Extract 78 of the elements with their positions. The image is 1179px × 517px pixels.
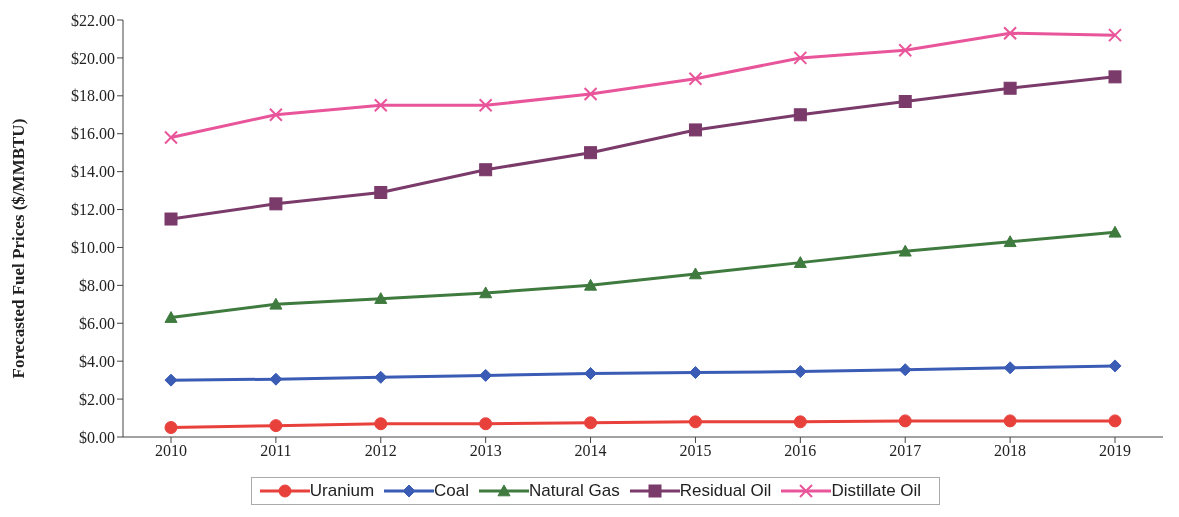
point [898, 43, 913, 58]
point [164, 373, 178, 387]
y-tick-label: $16.00 [71, 125, 115, 143]
legend-label: Natural Gas [529, 481, 620, 501]
x-tick-label: 2012 [364, 442, 397, 460]
point [1108, 70, 1122, 84]
x-tick-label: 2013 [469, 442, 502, 460]
point [688, 366, 702, 380]
point [583, 86, 598, 101]
point [373, 98, 388, 113]
point [688, 123, 702, 137]
point [688, 267, 702, 280]
y-tick-label: $22.00 [71, 11, 115, 29]
point [584, 146, 598, 160]
legend-label: Distillate Oil [831, 481, 922, 501]
legend-label: Residual Oil [679, 481, 772, 501]
y-tick-label: $6.00 [79, 314, 115, 332]
x-tick-label: 2016 [784, 442, 817, 460]
y-tick-label: $0.00 [79, 428, 115, 446]
point [164, 212, 178, 226]
point [584, 367, 598, 380]
point [584, 278, 598, 291]
point [688, 71, 703, 86]
point [268, 107, 283, 122]
y-tick-label: $4.00 [79, 352, 115, 370]
point [1003, 235, 1017, 248]
point [269, 419, 283, 433]
x-tick-label: 2010 [155, 442, 187, 460]
point [1108, 28, 1122, 43]
x-tick-label: 2015 [679, 442, 712, 460]
legend-label: Coal [434, 481, 470, 501]
x-tick-label: 2017 [889, 442, 922, 460]
y-tick-label: $2.00 [79, 390, 115, 408]
x-tick-label: 2019 [1099, 442, 1131, 460]
point [898, 414, 912, 428]
point [898, 363, 912, 377]
point [479, 368, 493, 382]
point [1003, 81, 1017, 95]
legend-label: Uranium [309, 481, 375, 501]
y-tick-label: $12.00 [71, 201, 115, 219]
point [1003, 26, 1018, 41]
point [164, 130, 178, 145]
y-axis-title: Forecasted Fuel Prices ($/MMBTU) [9, 118, 29, 379]
y-tick-label: $14.00 [71, 163, 115, 181]
point [479, 286, 493, 299]
point [898, 244, 912, 257]
point [793, 365, 807, 379]
x-tick-label: 2011 [260, 442, 292, 460]
point [1108, 414, 1122, 428]
point [688, 415, 702, 429]
point [164, 311, 178, 323]
y-tick-label: $10.00 [71, 239, 115, 257]
point [478, 98, 493, 113]
point [269, 297, 283, 310]
point [374, 370, 388, 384]
point [164, 421, 178, 435]
point [374, 185, 388, 199]
point [374, 417, 388, 431]
point [793, 108, 807, 122]
point [1108, 359, 1122, 373]
point [479, 417, 493, 431]
point [1108, 225, 1122, 238]
point [793, 50, 808, 65]
point [269, 197, 283, 211]
point [793, 256, 807, 268]
point [898, 95, 912, 108]
point [1003, 361, 1017, 375]
point [374, 292, 388, 304]
point [1003, 414, 1017, 428]
x-tick-label: 2014 [574, 442, 607, 460]
x-tick-label: 2018 [994, 442, 1027, 460]
y-tick-label: $18.00 [71, 87, 115, 105]
point [584, 416, 598, 430]
y-tick-label: $8.00 [79, 277, 115, 295]
y-tick-label: $20.00 [71, 49, 115, 67]
point [479, 163, 493, 177]
point [793, 415, 807, 429]
point [269, 372, 283, 386]
